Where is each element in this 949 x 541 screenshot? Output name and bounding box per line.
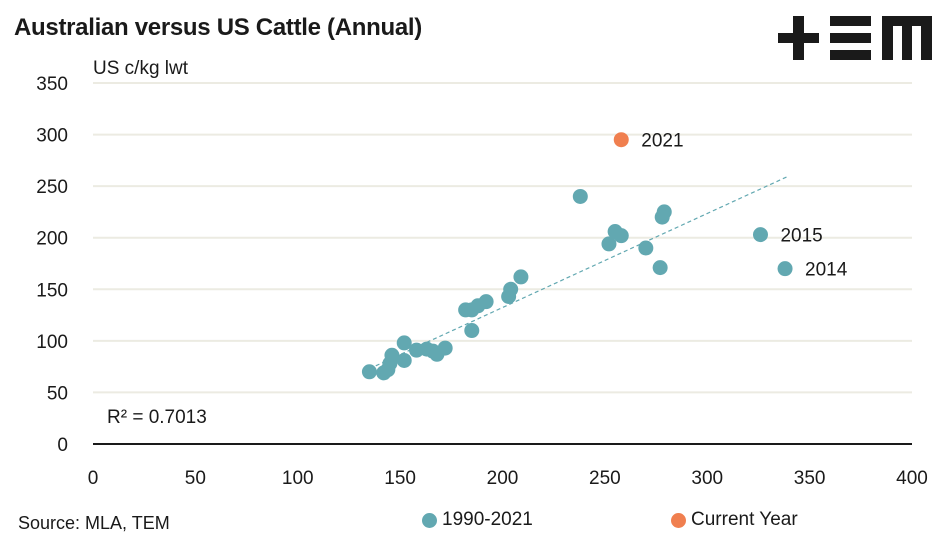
logo-m (882, 16, 932, 60)
y-tick-label: 100 (36, 332, 68, 353)
x-tick-label: 350 (794, 468, 826, 489)
data-point (361, 364, 377, 380)
data-point (652, 260, 668, 276)
x-tick-label: 50 (185, 468, 206, 489)
x-tick-label: 250 (589, 468, 621, 489)
data-point (654, 209, 670, 225)
r-squared-label: R² = 0.7013 (107, 407, 207, 428)
y-tick-label: 350 (36, 74, 68, 95)
point-annotation-label: 2021 (641, 131, 683, 152)
x-tick-label: 150 (384, 468, 416, 489)
y-axis-ticks: 0 50 100 150 200 250 300 350 (36, 74, 68, 456)
legend-label: 1990-2021 (442, 509, 533, 530)
data-point (777, 261, 793, 277)
data-point (396, 352, 412, 368)
data-point (503, 281, 519, 297)
data-point (396, 335, 412, 351)
data-point (384, 347, 400, 363)
y-tick-label: 250 (36, 177, 68, 198)
data-point (464, 323, 480, 339)
y-tick-label: 50 (47, 383, 68, 404)
y-tick-label: 300 (36, 126, 68, 147)
legend-item-1990-2021: 1990-2021 (422, 509, 533, 531)
x-tick-label: 0 (88, 468, 99, 489)
x-tick-label: 300 (691, 468, 723, 489)
logo-e-mid (830, 33, 871, 43)
data-point (601, 236, 617, 252)
legend-item-current-year: Current Year (671, 509, 798, 531)
data-point (513, 269, 529, 285)
y-tick-label: 0 (57, 435, 68, 456)
data-point (638, 240, 654, 256)
y-tick-label: 200 (36, 229, 68, 250)
logo-e-top (830, 16, 871, 26)
data-point (572, 188, 588, 204)
x-tick-label: 200 (487, 468, 519, 489)
source-note: Source: MLA, TEM (18, 513, 170, 533)
x-axis-ticks: 0 50 100 150 200 250 300 350 400 (88, 468, 928, 489)
data-points (361, 132, 793, 381)
point-annotation-label: 2015 (780, 226, 822, 247)
data-point (478, 294, 494, 310)
tem-logo (778, 16, 932, 60)
chart-title: Australian versus US Cattle (Annual) (14, 14, 422, 41)
x-tick-label: 400 (896, 468, 928, 489)
legend-label: Current Year (691, 509, 798, 530)
logo-e-bot (830, 50, 871, 60)
logo-plus-v (793, 16, 804, 60)
y-tick-label: 150 (36, 280, 68, 301)
data-point (437, 340, 453, 356)
gridlines (93, 82, 912, 394)
point-annotation-label: 2014 (805, 260, 848, 281)
x-tick-label: 100 (282, 468, 314, 489)
data-point (613, 228, 629, 244)
legend-marker-icon (422, 512, 437, 528)
y-axis-unit: US c/kg lwt (93, 58, 189, 79)
data-point-current-year (613, 132, 629, 148)
point-annotations: 2021 2015 2014 (641, 131, 848, 281)
data-point (752, 227, 768, 243)
legend-marker-icon (671, 512, 686, 528)
trendline (369, 175, 790, 370)
